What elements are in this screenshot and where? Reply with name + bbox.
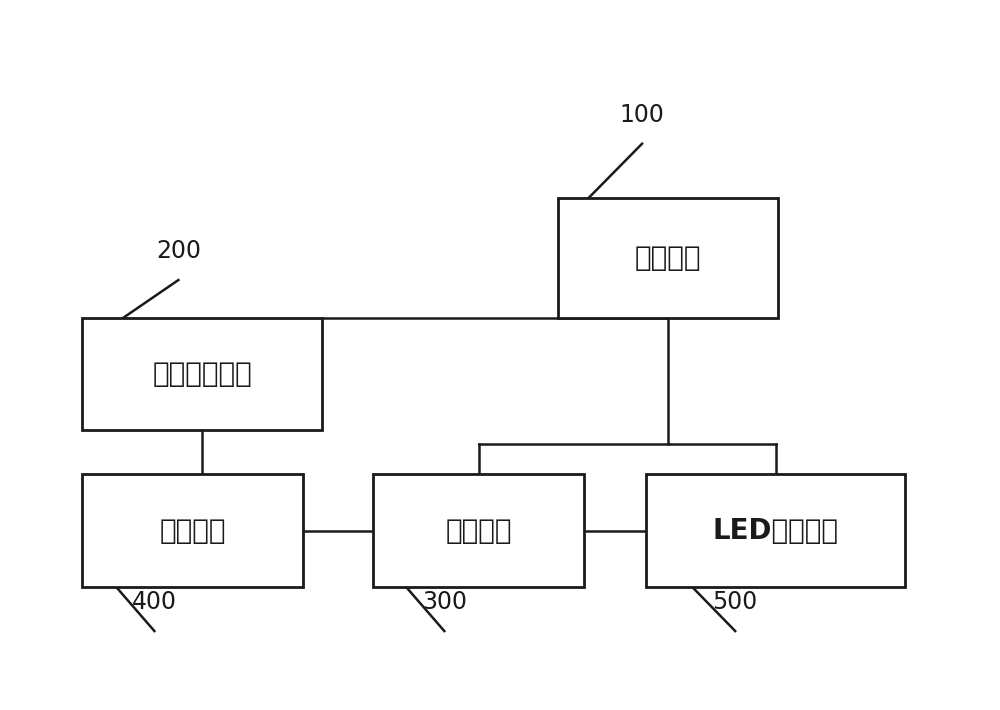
Text: 200: 200: [156, 239, 201, 263]
Text: 400: 400: [132, 590, 177, 614]
Text: 恒流电路: 恒流电路: [446, 516, 512, 545]
Text: 控制电路: 控制电路: [160, 516, 226, 545]
FancyBboxPatch shape: [82, 317, 322, 430]
FancyBboxPatch shape: [558, 198, 778, 317]
FancyBboxPatch shape: [82, 474, 303, 586]
Text: 降压稳压电路: 降压稳压电路: [153, 360, 252, 388]
FancyBboxPatch shape: [373, 474, 584, 586]
FancyBboxPatch shape: [646, 474, 905, 586]
Text: 整流电路: 整流电路: [635, 244, 701, 272]
Text: 100: 100: [620, 103, 665, 126]
Text: 500: 500: [713, 590, 758, 614]
Text: LED发光电路: LED发光电路: [713, 516, 839, 545]
Text: 300: 300: [422, 590, 467, 614]
